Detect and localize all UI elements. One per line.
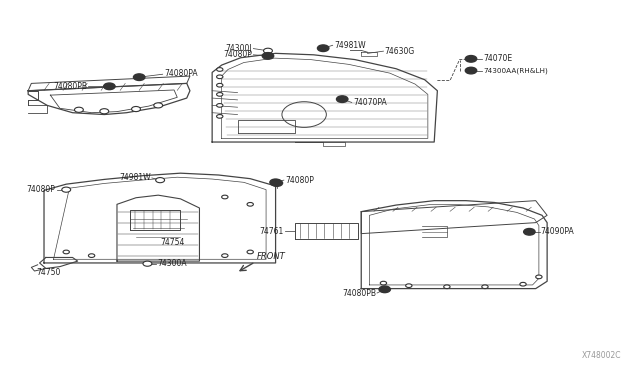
Text: 74754: 74754 [160, 238, 184, 247]
Text: 74080P: 74080P [27, 185, 56, 194]
Circle shape [143, 261, 152, 266]
Text: 74750: 74750 [36, 267, 61, 277]
Circle shape [465, 67, 477, 74]
Circle shape [444, 285, 450, 289]
Circle shape [216, 75, 223, 78]
Text: 74630G: 74630G [385, 46, 415, 56]
Circle shape [524, 228, 535, 235]
Circle shape [62, 187, 70, 192]
Circle shape [380, 281, 387, 285]
Circle shape [271, 180, 283, 186]
Circle shape [317, 45, 329, 51]
Circle shape [379, 286, 390, 293]
Circle shape [221, 254, 228, 257]
Text: 74090PA: 74090PA [541, 227, 575, 236]
Text: 74070PA: 74070PA [353, 98, 387, 107]
Circle shape [100, 109, 109, 114]
Text: 74070E: 74070E [483, 54, 512, 63]
Text: 74080P: 74080P [285, 176, 314, 185]
Circle shape [482, 285, 488, 289]
Circle shape [465, 55, 477, 62]
Text: 74300A: 74300A [157, 259, 188, 268]
Circle shape [520, 282, 526, 286]
Circle shape [406, 284, 412, 288]
Circle shape [264, 48, 273, 53]
Circle shape [247, 250, 253, 254]
Text: 74080PA: 74080PA [164, 69, 198, 78]
Circle shape [216, 68, 223, 71]
Circle shape [247, 202, 253, 206]
Text: 74761: 74761 [260, 227, 284, 235]
Circle shape [156, 177, 164, 183]
Text: 74080P: 74080P [223, 50, 252, 59]
Circle shape [74, 107, 83, 112]
Text: 74981W: 74981W [119, 173, 150, 182]
Circle shape [88, 254, 95, 257]
Circle shape [216, 83, 223, 87]
Circle shape [221, 195, 228, 199]
Text: FRONT: FRONT [257, 252, 286, 261]
Text: 74981W: 74981W [334, 41, 365, 50]
Circle shape [154, 103, 163, 108]
Text: 74300AA(RH&LH): 74300AA(RH&LH) [483, 67, 548, 74]
Circle shape [63, 250, 69, 254]
Circle shape [262, 52, 274, 59]
Text: 74300J: 74300J [225, 44, 252, 53]
Circle shape [132, 106, 140, 112]
Text: 74080PB: 74080PB [53, 82, 87, 91]
Circle shape [134, 74, 145, 80]
Circle shape [536, 275, 542, 279]
Circle shape [216, 93, 223, 96]
Circle shape [104, 83, 115, 90]
Circle shape [270, 179, 282, 186]
Circle shape [216, 103, 223, 107]
Circle shape [216, 115, 223, 118]
Text: 74080PB: 74080PB [342, 289, 376, 298]
Circle shape [337, 96, 348, 102]
Text: X748002C: X748002C [582, 351, 621, 360]
